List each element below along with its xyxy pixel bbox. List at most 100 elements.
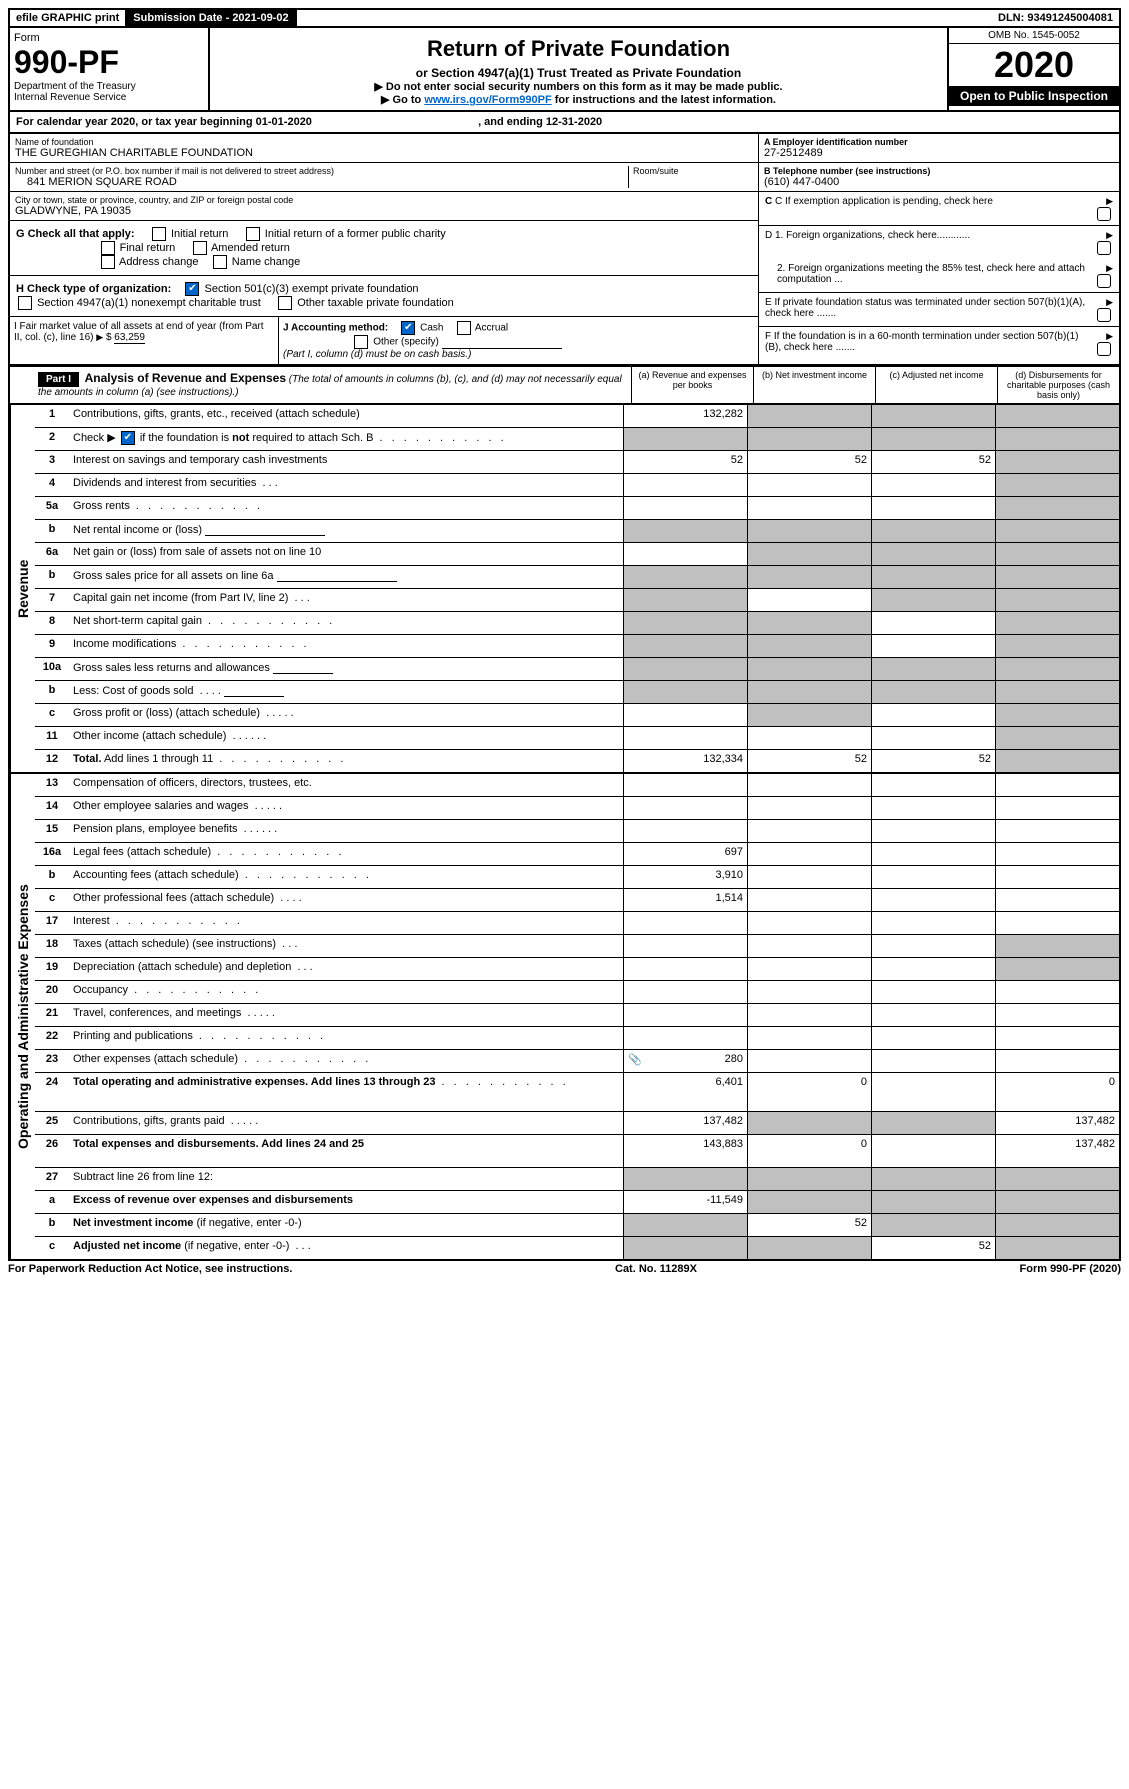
line-18: 18 Taxes (attach schedule) (see instruct… [35,935,1119,958]
amt-a [623,1237,747,1259]
tel-label: B Telephone number (see instructions) [764,166,1114,176]
line-num: 20 [35,981,69,1003]
amt-b [747,520,871,542]
addr-change-label: Address change [119,256,199,268]
amt-b [747,1027,871,1049]
line-desc: Other employee salaries and wages . . . … [69,797,623,819]
amt-a [623,497,747,519]
amt-d [995,543,1119,565]
amt-d [995,820,1119,842]
d1-label: D 1. Foreign organizations, check here..… [765,230,1095,241]
line-num: b [35,566,69,588]
d2-label: 2. Foreign organizations meeting the 85%… [765,263,1095,285]
part1-header: Part I Analysis of Revenue and Expenses … [8,366,1121,405]
f-checkbox[interactable] [1097,342,1111,356]
amt-b [747,497,871,519]
addr-change-checkbox[interactable] [101,255,115,269]
line-21: 21 Travel, conferences, and meetings . .… [35,1004,1119,1027]
line-num: 2 [35,428,69,450]
amt-d [995,797,1119,819]
amt-d [995,497,1119,519]
amt-a: 697 [623,843,747,865]
final-return-checkbox[interactable] [101,241,115,255]
d2-checkbox[interactable] [1097,274,1111,288]
amt-b [747,1112,871,1134]
revenue-vert-label: Revenue [10,405,35,772]
room-label: Room/suite [633,166,753,176]
ij-section: I Fair market value of all assets at end… [10,317,758,364]
d1-checkbox[interactable] [1097,241,1111,255]
cash-checkbox[interactable] [401,321,415,335]
amt-c: 52 [871,1237,995,1259]
initial-former-label: Initial return of a former public charit… [265,228,446,240]
amt-b [747,543,871,565]
form990pf-link[interactable]: www.irs.gov/Form990PF [424,94,551,106]
inspection-label: Open to Public Inspection [949,86,1119,106]
amended-return-checkbox[interactable] [193,241,207,255]
line-num: 7 [35,589,69,611]
line-num: c [35,889,69,911]
g-label: G Check all that apply: [16,228,135,240]
cal-end: 12-31-2020 [546,116,602,128]
line-desc: Other expenses (attach schedule) [69,1050,623,1072]
amt-d [995,981,1119,1003]
line-num: 22 [35,1027,69,1049]
attachment-icon[interactable]: 📎 [628,1053,642,1066]
amt-a [623,520,747,542]
amt-b [747,612,871,634]
amt-b [747,589,871,611]
line-num: 8 [35,612,69,634]
name-change-checkbox[interactable] [213,255,227,269]
amt-c [871,1168,995,1190]
line-desc: Other professional fees (attach schedule… [69,889,623,911]
501c3-checkbox[interactable] [185,282,199,296]
line-desc: Net rental income or (loss) [69,520,623,542]
schb-checkbox[interactable] [121,431,135,445]
c-checkbox[interactable] [1097,207,1111,221]
4947-checkbox[interactable] [18,296,32,310]
amt-a: -11,549 [623,1191,747,1213]
line-num: 19 [35,958,69,980]
amt-a [623,681,747,703]
line-num: 17 [35,912,69,934]
other-specify-blank [442,336,562,349]
amt-d [995,1027,1119,1049]
amt-d [995,1214,1119,1236]
line-10c: c Gross profit or (loss) (attach schedul… [35,704,1119,727]
amt-c [871,405,995,427]
submission-date: Submission Date - 2021-09-02 [127,10,296,26]
amt-a [623,912,747,934]
foundation-name: THE GUREGHIAN CHARITABLE FOUNDATION [15,147,753,159]
amt-b [747,981,871,1003]
initial-former-checkbox[interactable] [246,227,260,241]
line-6a: 6a Net gain or (loss) from sale of asset… [35,543,1119,566]
amt-c [871,889,995,911]
accrual-checkbox[interactable] [457,321,471,335]
line-10a: 10a Gross sales less returns and allowan… [35,658,1119,681]
tax-year: 2020 [949,44,1119,86]
name-label: Name of foundation [15,137,753,147]
amt-a [623,1027,747,1049]
addr-label: Number and street (or P.O. box number if… [15,166,628,176]
top-bar: efile GRAPHIC print Submission Date - 20… [8,8,1121,28]
initial-return-checkbox[interactable] [152,227,166,241]
addr-cell: Number and street (or P.O. box number if… [10,163,758,192]
efile-label: efile GRAPHIC print [10,10,127,26]
e-checkbox[interactable] [1097,308,1111,322]
col-b-head: (b) Net investment income [753,367,875,403]
amt-d [995,428,1119,450]
amt-a: 3,910 [623,866,747,888]
amt-b [747,1004,871,1026]
amt-a [623,589,747,611]
other-method-checkbox[interactable] [354,335,368,349]
amt-d: 137,482 [995,1135,1119,1167]
amt-b [747,405,871,427]
line-num: 15 [35,820,69,842]
l2-post: if the foundation is not required to att… [137,432,374,444]
amt-d [995,635,1119,657]
other-taxable-checkbox[interactable] [278,296,292,310]
note-2: ▶ Go to www.irs.gov/Form990PF for instru… [214,93,943,106]
amt-b [747,1168,871,1190]
amt-d [995,1168,1119,1190]
line-desc: Pension plans, employee benefits . . . .… [69,820,623,842]
